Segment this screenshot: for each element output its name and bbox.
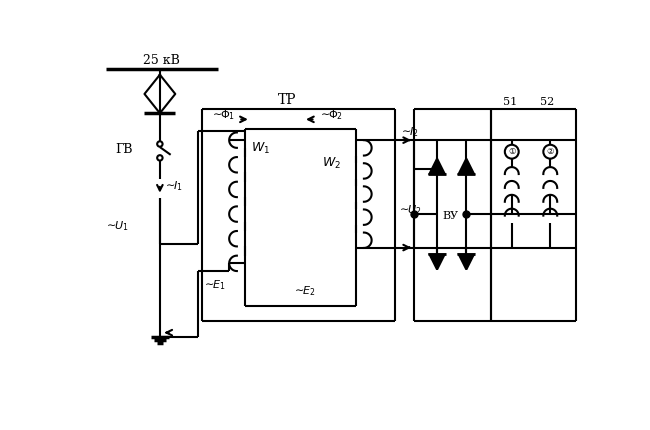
Text: 52: 52	[540, 97, 554, 107]
Text: $\sim\!\!E_2$: $\sim\!\!E_2$	[292, 284, 315, 298]
Text: ②: ②	[547, 147, 554, 156]
Text: $W_2$: $W_2$	[322, 156, 341, 171]
Text: $\sim\!\!E_1$: $\sim\!\!E_1$	[202, 278, 226, 292]
Polygon shape	[459, 159, 474, 174]
Text: $\sim\!\!\Phi_2$: $\sim\!\!\Phi_2$	[318, 109, 343, 123]
Polygon shape	[459, 255, 474, 270]
Text: $\sim\!\!U_1$: $\sim\!\!U_1$	[105, 219, 129, 233]
Text: $\sim\!\!U_2$: $\sim\!\!U_2$	[397, 203, 421, 217]
Polygon shape	[430, 255, 445, 270]
Text: $\sim\!\!I_2$: $\sim\!\!I_2$	[399, 125, 419, 138]
Text: $\sim\!\!I_1$: $\sim\!\!I_1$	[163, 179, 183, 193]
Text: ГВ: ГВ	[115, 143, 133, 156]
Text: ВУ: ВУ	[443, 211, 459, 221]
Text: 25 кВ: 25 кВ	[143, 54, 180, 67]
Text: $\sim\!\!\Phi_1$: $\sim\!\!\Phi_1$	[210, 109, 235, 123]
Text: ТР: ТР	[278, 93, 296, 107]
Text: $W_1$: $W_1$	[251, 141, 270, 156]
Text: ①: ①	[508, 147, 515, 156]
Text: 51: 51	[503, 97, 517, 107]
Polygon shape	[430, 159, 445, 174]
